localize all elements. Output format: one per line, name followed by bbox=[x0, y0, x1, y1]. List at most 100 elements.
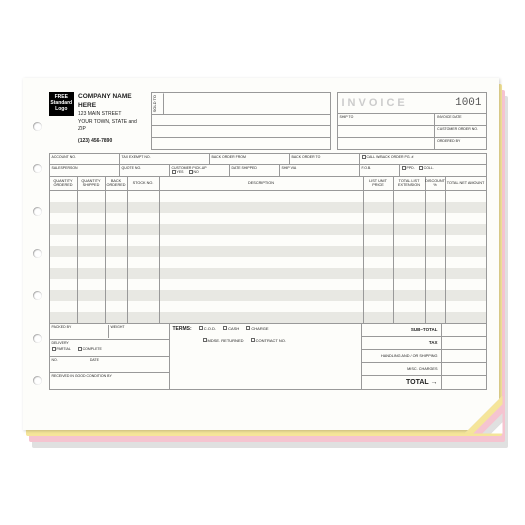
hole-icon bbox=[33, 291, 42, 300]
mdse-label: MDSE. RETURNED bbox=[208, 338, 244, 343]
meta-blank1 bbox=[338, 126, 436, 137]
table-row bbox=[50, 290, 486, 301]
table-header: QUANTITY ORDERED QUANTITY SHIPPED BACK O… bbox=[50, 177, 486, 191]
table-row bbox=[50, 191, 486, 202]
invoice-form: FREE Standard Logo COMPANY NAME HERE 123… bbox=[23, 78, 499, 430]
invoice-number: 1001 bbox=[455, 97, 481, 109]
meta-orderedby: ORDERED BY bbox=[435, 138, 485, 149]
sold-to-label: SOLD TO bbox=[152, 93, 164, 114]
sold-to-row: SOLD TO bbox=[151, 92, 331, 114]
subtotal-value bbox=[442, 324, 486, 336]
col-description: DESCRIPTION bbox=[160, 177, 364, 190]
company-name: COMPANY NAME HERE bbox=[78, 92, 144, 112]
hole-icon bbox=[33, 207, 42, 216]
quote-no: QUOTE NO. bbox=[120, 165, 170, 176]
line-items-table: QUANTITY ORDERED QUANTITY SHIPPED BACK O… bbox=[49, 177, 487, 324]
table-body bbox=[50, 191, 486, 323]
shipping-value bbox=[442, 350, 486, 362]
yes-label: YES bbox=[177, 170, 184, 174]
table-row bbox=[50, 279, 486, 290]
partial-label: PARTIAL bbox=[57, 347, 71, 351]
subtotal-row: SUB–TOTAL bbox=[362, 324, 486, 337]
col-discount: DISCOUNT % bbox=[426, 177, 446, 190]
invoice-block: INVOICE 1001 SHIP TO INVOICE DATE CUSTOM… bbox=[337, 92, 487, 150]
account-no: ACCOUNT NO. bbox=[50, 154, 120, 164]
meta-custorder: CUSTOMER ORDER NO. bbox=[435, 126, 485, 137]
mid-row-2: SALESPERSON QUOTE NO. CUSTOMER PICK-UP Y… bbox=[49, 165, 487, 177]
header: FREE Standard Logo COMPANY NAME HERE 123… bbox=[49, 92, 487, 150]
table-row bbox=[50, 268, 486, 279]
packed-by: PACKED BY bbox=[52, 325, 109, 339]
company-info: COMPANY NAME HERE 123 MAIN STREET YOUR T… bbox=[78, 92, 144, 150]
subtotal-label: SUB–TOTAL bbox=[362, 324, 442, 336]
charge-label: CHARGE bbox=[251, 326, 268, 331]
table-row bbox=[50, 301, 486, 312]
fob: F.O.B. bbox=[360, 165, 400, 176]
coll-label: COLL. bbox=[424, 166, 434, 170]
cash-label: CASH bbox=[228, 326, 239, 331]
checkbox-icon bbox=[402, 166, 406, 170]
invoice-meta: SHIP TO INVOICE DATE CUSTOMER ORDER NO. … bbox=[337, 114, 487, 150]
footer-left: PACKED BY WEIGHT DELIVERY PARTIAL COMPLE… bbox=[50, 324, 170, 389]
totals-block: SUB–TOTAL TAX HANDLING AND / OR SHIPPING… bbox=[362, 324, 486, 389]
misc-row: MISC. CHARGES bbox=[362, 363, 486, 376]
checkbox-icon bbox=[419, 166, 423, 170]
company-addr2: YOUR TOWN, STATE and ZIP bbox=[78, 119, 144, 134]
col-stock-no: STOCK NO. bbox=[128, 177, 160, 190]
cod-label: C.O.D. bbox=[204, 326, 216, 331]
table-row bbox=[50, 224, 486, 235]
weight: WEIGHT bbox=[109, 325, 167, 339]
sold-to-field bbox=[164, 93, 330, 114]
col-total-ext: TOTAL LIST EXTENSION bbox=[394, 177, 426, 190]
logo-line3: Logo bbox=[50, 106, 74, 112]
hole-icon bbox=[33, 376, 42, 385]
addr-row-2 bbox=[151, 114, 331, 126]
no-date-row: NO. DATE bbox=[50, 357, 169, 374]
received-row: RECEIVED IN GOOD CONDITION BY bbox=[50, 373, 169, 389]
date-label: DATE bbox=[90, 358, 128, 372]
checkbox-icon bbox=[203, 338, 207, 342]
complete-label: COMPLETE bbox=[83, 347, 102, 351]
meta-invdate: INVOICE DATE bbox=[435, 114, 485, 125]
table-row bbox=[50, 312, 486, 323]
shipping-label: HANDLING AND / OR SHIPPING bbox=[362, 350, 442, 362]
hole-icon bbox=[33, 334, 42, 343]
page-curl-icon bbox=[465, 396, 503, 434]
tax-label: TAX bbox=[362, 337, 442, 349]
invoice-form-product: FREE Standard Logo COMPANY NAME HERE 123… bbox=[23, 78, 503, 448]
packed-weight: PACKED BY WEIGHT bbox=[50, 324, 169, 341]
shipping-row: HANDLING AND / OR SHIPPING bbox=[362, 350, 486, 363]
tax-row: TAX bbox=[362, 337, 486, 350]
terms-block: TERMS: C.O.D. CASH CHARGE MDSE. RETURNED… bbox=[170, 324, 362, 389]
delivery-label: DELIVERY bbox=[52, 341, 167, 345]
total-value bbox=[442, 376, 486, 388]
misc-value bbox=[442, 363, 486, 375]
meta-blank2 bbox=[338, 138, 436, 149]
logo-company-block: FREE Standard Logo COMPANY NAME HERE 123… bbox=[49, 92, 145, 150]
logo-badge: FREE Standard Logo bbox=[49, 92, 75, 116]
terms-title: TERMS: bbox=[173, 326, 192, 332]
binder-holes bbox=[33, 78, 45, 430]
company-addr1: 123 MAIN STREET bbox=[78, 111, 144, 119]
contract-label: CONTRACT NO. bbox=[256, 338, 286, 343]
hole-icon bbox=[33, 249, 42, 258]
ship-via: SHIP VIA bbox=[280, 165, 360, 176]
table-row bbox=[50, 246, 486, 257]
checkbox-icon bbox=[223, 326, 227, 330]
col-list-unit: LIST UNIT PRICE bbox=[364, 177, 394, 190]
checkbox-icon bbox=[172, 170, 176, 174]
total-label: TOTAL → bbox=[362, 376, 442, 388]
company-phone: (123) 456-7890 bbox=[78, 138, 144, 146]
checkbox-icon bbox=[189, 170, 193, 174]
invoice-title: INVOICE bbox=[342, 97, 408, 109]
table-row bbox=[50, 213, 486, 224]
ppd-label: PPD. bbox=[407, 166, 415, 170]
checkbox-icon bbox=[52, 347, 56, 351]
cust-pickup: CUSTOMER PICK-UP YES NO bbox=[170, 165, 230, 176]
meta-shipto: SHIP TO bbox=[338, 114, 436, 125]
ppd-coll: PPD. COLL. bbox=[400, 165, 486, 176]
footer: PACKED BY WEIGHT DELIVERY PARTIAL COMPLE… bbox=[49, 324, 487, 390]
sold-ship-block: SOLD TO bbox=[151, 92, 331, 150]
addr-row-4 bbox=[151, 137, 331, 150]
checkbox-icon bbox=[199, 326, 203, 330]
